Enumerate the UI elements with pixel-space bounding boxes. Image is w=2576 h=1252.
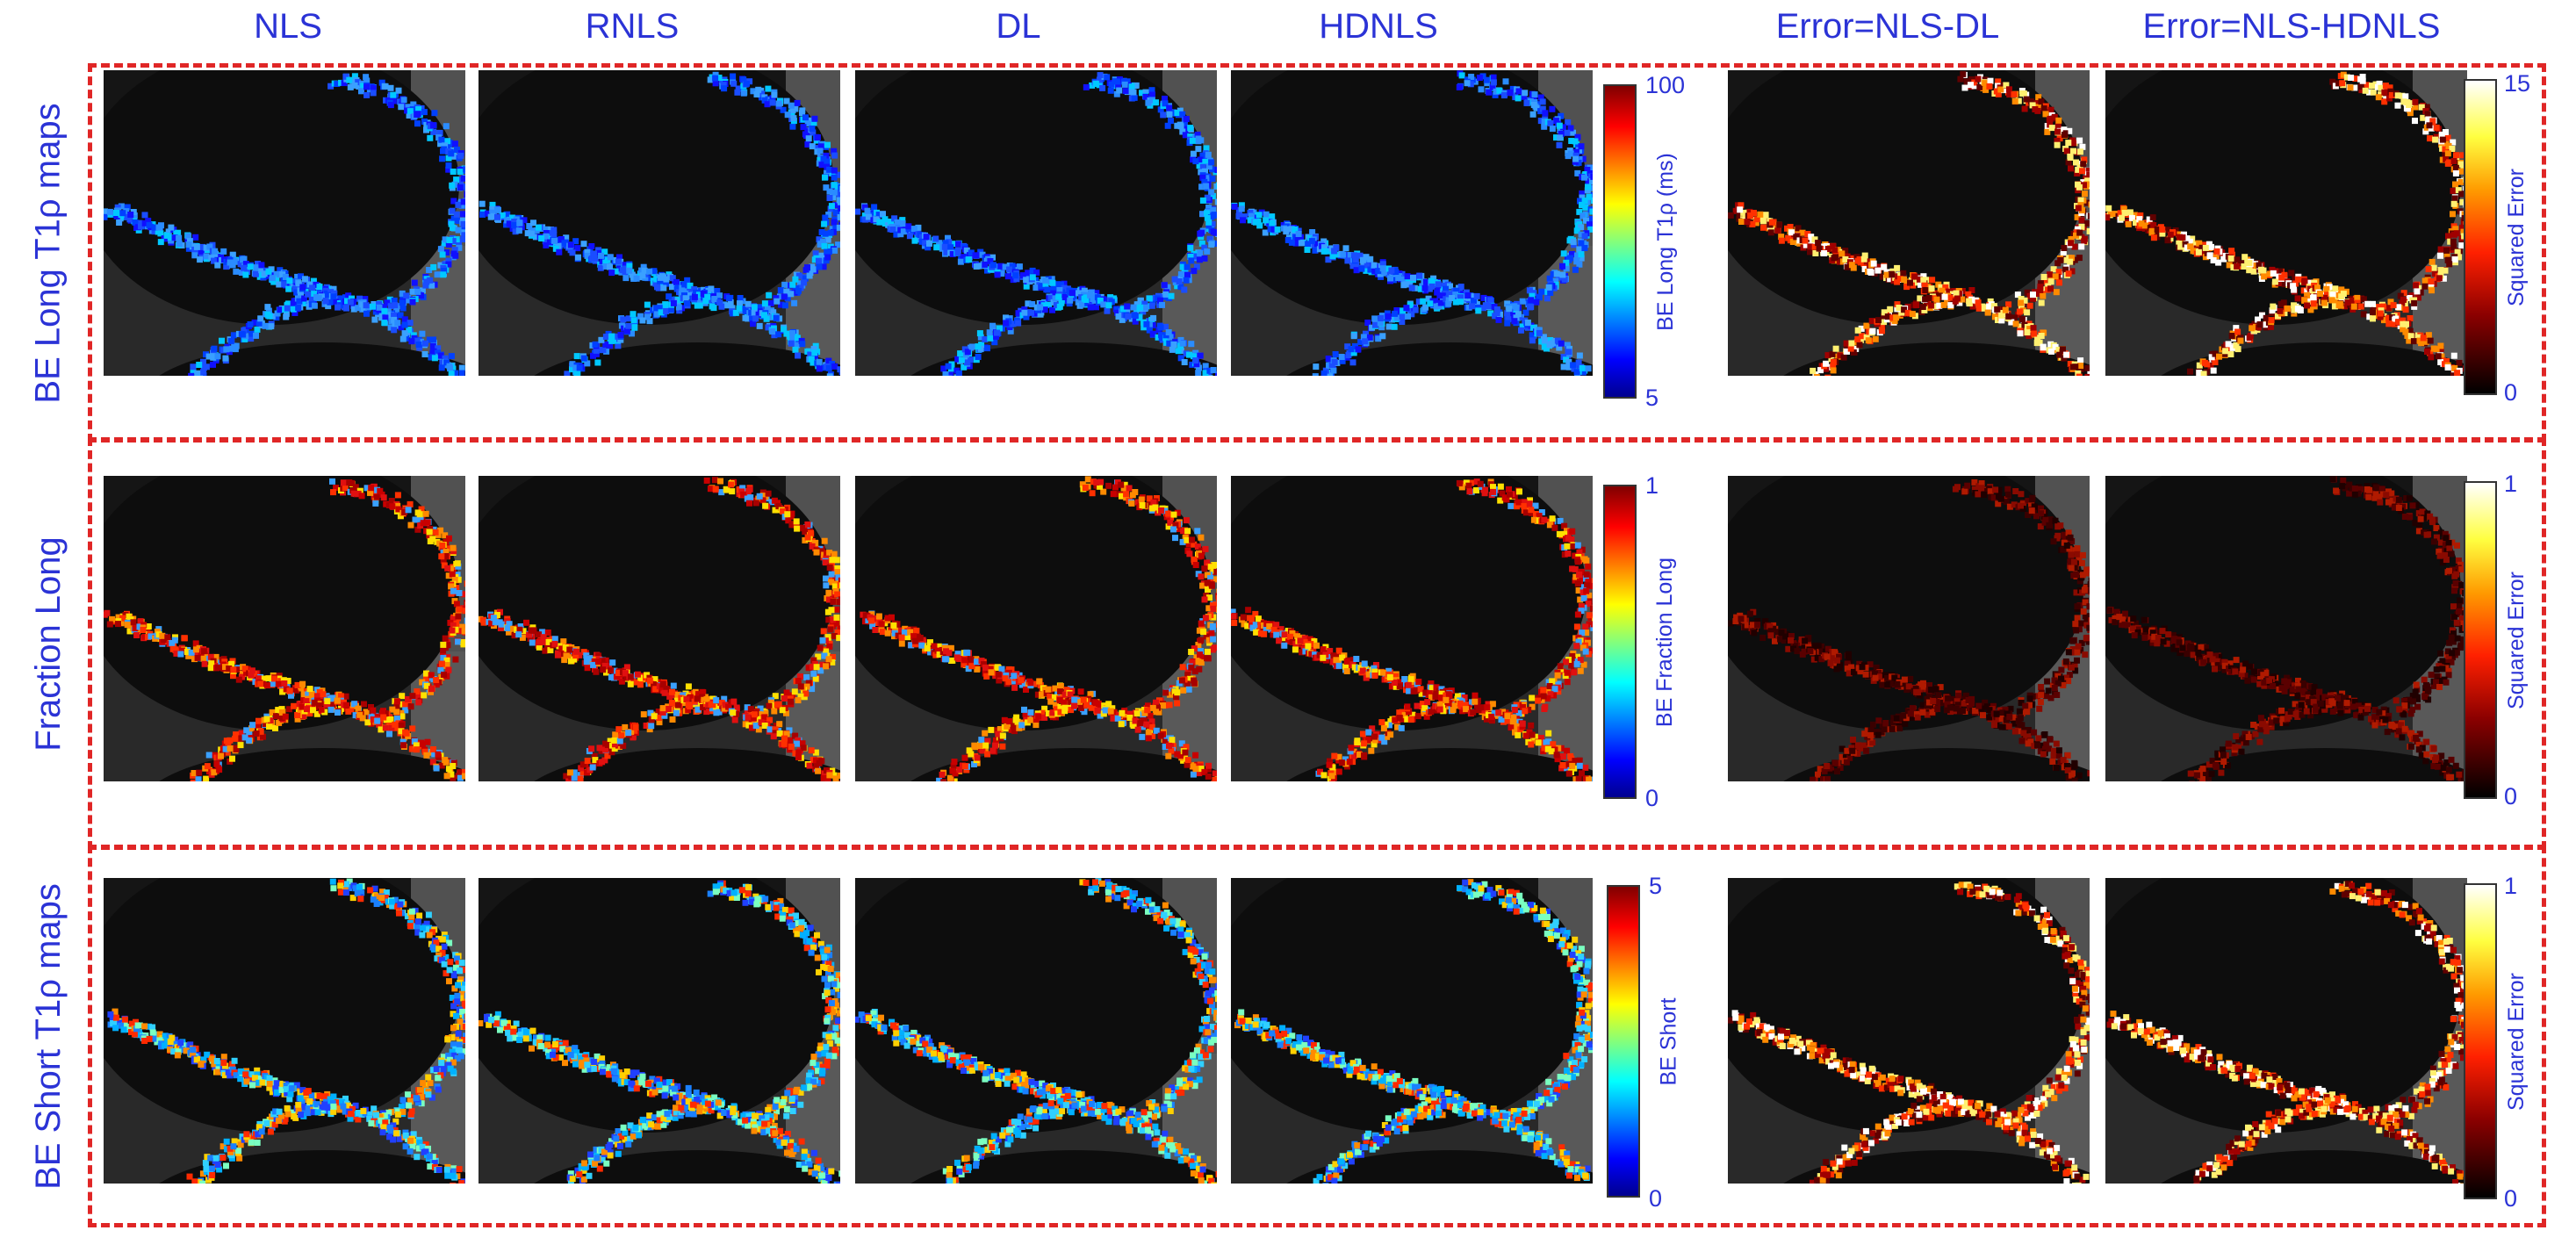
colorbar-error-2: [2464, 481, 2497, 799]
map-panel-r3-c6: [2105, 878, 2467, 1184]
map-panel-r3-c4: [1231, 878, 1593, 1184]
map-panel-r3-c5: [1728, 878, 2090, 1184]
map-panel-r2-c3: [855, 476, 1217, 781]
map-panel-r3-c3: [855, 878, 1217, 1184]
colorbar-fraction-long-min: 0: [1645, 785, 1659, 811]
column-title-error-nls-dl: Error=NLS-DL: [1775, 7, 2000, 46]
row-label-3: BE Short T1ρ maps: [28, 882, 68, 1190]
map-panel-r3-c2: [479, 878, 840, 1184]
colorbar-error-2-min: 0: [2504, 783, 2518, 809]
column-title-dl: DL: [996, 7, 1041, 46]
row-label-1: BE Long T1ρ maps: [28, 102, 68, 404]
colorbar-be-long-max: 100: [1645, 72, 1686, 98]
map-panel-r1-c5: [1728, 70, 2090, 376]
colorbar-fraction-long: [1603, 485, 1637, 799]
map-panel-r2-c4: [1231, 476, 1593, 781]
row-label-2: Fraction Long: [28, 536, 68, 752]
column-title-hdnls: HDNLS: [1319, 7, 1438, 46]
column-title-rnls: RNLS: [585, 7, 680, 46]
map-panel-r1-c4: [1231, 70, 1593, 376]
map-panel-r2-c1: [104, 476, 465, 781]
colorbar-be-short-max: 5: [1649, 873, 1663, 899]
colorbar-error-3-max: 1: [2504, 873, 2518, 899]
colorbar-error-3-label: Squared Error: [2504, 972, 2529, 1111]
colorbar-be-long-min: 5: [1645, 385, 1659, 411]
colorbar-error-3-min: 0: [2504, 1185, 2518, 1212]
colorbar-error-2-max: 1: [2504, 471, 2518, 497]
colorbar-fraction-long-label: BE Fraction Long: [1652, 557, 1678, 727]
colorbar-error-3: [2464, 883, 2497, 1199]
colorbar-error-1-label: Squared Error: [2504, 168, 2529, 306]
colorbar-be-short-min: 0: [1649, 1185, 1663, 1212]
colorbar-error-1-min: 0: [2504, 379, 2518, 406]
colorbar-be-short-label: BE Short: [1656, 997, 1681, 1086]
colorbar-error-2-label: Squared Error: [2504, 571, 2529, 709]
map-panel-r2-c5: [1728, 476, 2090, 781]
map-panel-r1-c2: [479, 70, 840, 376]
colorbar-be-long-label: BE Long T1ρ (ms): [1652, 152, 1678, 331]
colorbar-fraction-long-max: 1: [1645, 472, 1659, 499]
map-panel-r1-c6: [2105, 70, 2467, 376]
column-title-error-nls-hdnls: Error=NLS-HDNLS: [2142, 7, 2441, 46]
map-panel-r1-c1: [104, 70, 465, 376]
column-title-nls: NLS: [254, 7, 322, 46]
map-panel-r3-c1: [104, 878, 465, 1184]
row-group-box-3: [88, 845, 2546, 1227]
colorbar-be-long: [1603, 84, 1637, 399]
map-panel-r1-c3: [855, 70, 1217, 376]
colorbar-error-1: [2464, 79, 2497, 395]
colorbar-error-1-max: 15: [2504, 70, 2531, 97]
map-panel-r2-c2: [479, 476, 840, 781]
colorbar-be-short: [1607, 885, 1640, 1198]
map-panel-r2-c6: [2105, 476, 2467, 781]
